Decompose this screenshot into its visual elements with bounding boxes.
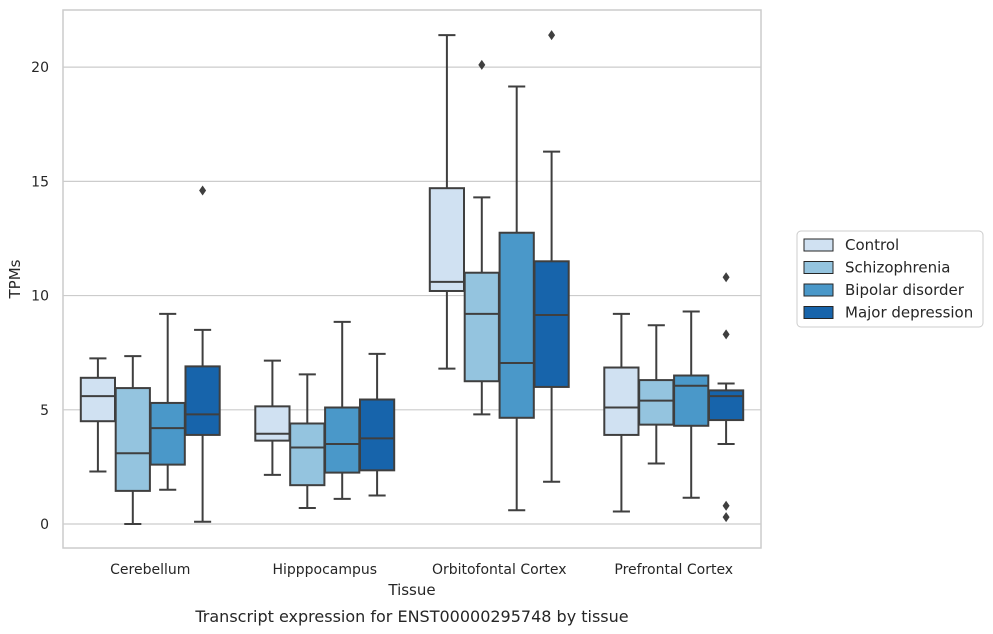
legend-swatch bbox=[803, 238, 834, 252]
y-axis-label: TPMs bbox=[6, 259, 24, 299]
x-tick-label: Prefrontal Cortex bbox=[614, 562, 733, 578]
outlier-point bbox=[722, 272, 730, 283]
box-plot bbox=[463, 59, 500, 416]
x-tick-label: Orbitofontal Cortex bbox=[432, 562, 567, 578]
outlier-point bbox=[548, 30, 556, 41]
y-tick-label: 15 bbox=[31, 174, 49, 190]
legend-frame bbox=[796, 230, 984, 328]
legend-label: Major depression bbox=[845, 304, 973, 322]
box-plot bbox=[254, 359, 291, 476]
legend-swatch bbox=[803, 261, 834, 274]
y-tick-label: 20 bbox=[31, 60, 49, 76]
box-iqr bbox=[463, 271, 500, 383]
x-axis-label: Tissue bbox=[387, 581, 435, 599]
box-plot bbox=[603, 312, 640, 513]
outlier-point bbox=[722, 329, 730, 340]
box-iqr bbox=[358, 398, 396, 472]
legend-label: Control bbox=[845, 236, 899, 254]
box-plot bbox=[533, 30, 570, 483]
box-plot bbox=[79, 357, 117, 473]
box-plot bbox=[638, 324, 675, 465]
y-tick-label: 5 bbox=[40, 403, 49, 419]
box-iqr bbox=[428, 187, 466, 292]
box-plot bbox=[114, 355, 151, 526]
box-plot bbox=[324, 320, 361, 500]
box-iqr bbox=[673, 374, 710, 427]
x-tick-label: Hipppocampus bbox=[272, 562, 377, 578]
legend: Control Schizophrenia Bipolar disorder Majo… bbox=[796, 230, 984, 328]
plot-frame bbox=[62, 9, 762, 549]
box-plot bbox=[673, 310, 710, 499]
legend-swatch bbox=[803, 306, 834, 319]
outlier-point bbox=[722, 512, 730, 523]
chart-caption: Transcript expression for ENST0000029574… bbox=[194, 607, 628, 626]
y-axis-ticks: 0 5 10 15 20 bbox=[31, 60, 49, 533]
box-iqr bbox=[533, 260, 570, 388]
box-plot bbox=[358, 352, 396, 497]
box-plots bbox=[79, 30, 745, 526]
box-plot bbox=[184, 185, 221, 523]
y-tick-label: 10 bbox=[31, 289, 49, 305]
box-iqr bbox=[603, 366, 640, 436]
box-iqr bbox=[707, 389, 745, 422]
box-iqr bbox=[114, 387, 151, 492]
y-tick-label: 0 bbox=[40, 517, 49, 533]
box-plot bbox=[149, 312, 186, 491]
legend-label: Schizophrenia bbox=[845, 259, 950, 277]
legend-label: Bipolar disorder bbox=[845, 281, 965, 299]
box-plot bbox=[289, 373, 326, 510]
box-iqr bbox=[184, 365, 221, 436]
x-tick-label: Cerebellum bbox=[110, 562, 190, 578]
outlier-point bbox=[199, 185, 207, 196]
box-iqr bbox=[149, 401, 186, 466]
box-plot bbox=[428, 34, 466, 370]
box-iqr bbox=[498, 231, 535, 419]
legend-swatch bbox=[803, 283, 834, 297]
box-iqr bbox=[324, 406, 361, 474]
box-plot bbox=[707, 272, 745, 523]
box-iqr bbox=[289, 422, 326, 487]
box-iqr bbox=[254, 405, 291, 442]
outlier-point bbox=[722, 500, 730, 511]
x-axis-ticks: Cerebellum Hipppocampus Orbitofontal Corte… bbox=[110, 562, 733, 578]
outlier-point bbox=[478, 59, 486, 70]
box-plot bbox=[498, 85, 535, 512]
box-iqr bbox=[79, 376, 117, 423]
box-iqr bbox=[638, 379, 675, 426]
